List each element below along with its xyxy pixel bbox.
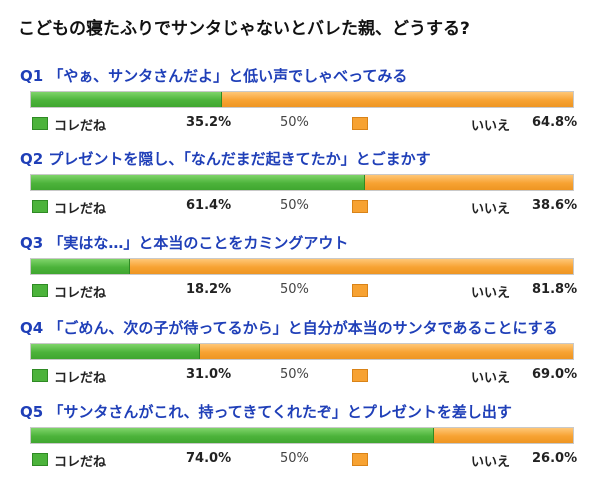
question-block: Q5 「サンタさんがこれ、持ってきてくれたぞ」とプレゼントを差し出すコレだね 74… <box>0 401 600 485</box>
yes-label: コレだね <box>54 286 107 301</box>
no-percentage: 38.6% <box>532 198 578 213</box>
midpoint-label: 50% <box>280 198 309 213</box>
question-label: Q5 「サンタさんがこれ、持ってきてくれたぞ」とプレゼントを差し出す <box>20 403 512 421</box>
yes-percentage: 61.4% <box>186 198 232 213</box>
no-label: いいえ <box>471 119 511 134</box>
no-percentage: 81.8% <box>532 282 578 297</box>
yes-label: コレだね <box>54 119 107 134</box>
midpoint-label: 50% <box>280 115 309 130</box>
question-label: Q1 「やぁ、サンタさんだよ」と低い声でしゃべってみる <box>20 67 408 85</box>
question-label: Q4 「ごめん、次の子が待ってるから」と自分が本当のサンタであることにする <box>20 319 558 337</box>
bar-segment-yes <box>31 175 365 190</box>
legend-row: コレだね 61.4% 50% いいえ 38.6% <box>0 197 600 219</box>
yes-swatch <box>32 117 48 130</box>
yes-swatch <box>32 284 48 297</box>
bar-segment-yes <box>31 92 222 107</box>
no-swatch <box>352 453 368 466</box>
yes-swatch <box>32 200 48 213</box>
question-block: Q1 「やぁ、サンタさんだよ」と低い声でしゃべってみるコレだね 35.2% 50% い… <box>0 65 600 149</box>
bar-segment-yes <box>31 344 200 359</box>
yes-percentage: 31.0% <box>186 367 232 382</box>
no-swatch <box>352 284 368 297</box>
yes-label: コレだね <box>54 455 107 470</box>
yes-percentage: 74.0% <box>186 451 232 466</box>
stacked-bar <box>30 427 574 444</box>
midpoint-label: 50% <box>280 451 309 466</box>
no-swatch <box>352 200 368 213</box>
legend-row: コレだね 74.0% 50% いいえ 26.0% <box>0 450 600 472</box>
yes-swatch <box>32 453 48 466</box>
question-block: Q4 「ごめん、次の子が待ってるから」と自分が本当のサンタであることにするコレだ… <box>0 317 600 401</box>
legend-row: コレだね 31.0% 50% いいえ 69.0% <box>0 366 600 388</box>
yes-label: コレだね <box>54 202 107 217</box>
stacked-bar <box>30 343 574 360</box>
yes-percentage: 18.2% <box>186 282 232 297</box>
legend-row: コレだね 18.2% 50% いいえ 81.8% <box>0 281 600 303</box>
no-label: いいえ <box>471 455 511 470</box>
question-label: Q3 「実はな…」と本当のことをカミングアウト <box>20 234 349 252</box>
no-label: いいえ <box>471 371 511 386</box>
bar-segment-yes <box>31 259 130 274</box>
question-block: Q3 「実はな…」と本当のことをカミングアウトコレだね 18.2% 50% いいえ 81… <box>0 232 600 316</box>
chart-title: こどもの寝たふりでサンタじゃないとバレた親、どうする? <box>18 19 470 39</box>
stacked-bar <box>30 258 574 275</box>
yes-swatch <box>32 369 48 382</box>
bar-segment-no <box>365 175 573 190</box>
yes-percentage: 35.2% <box>186 115 232 130</box>
bar-segment-no <box>130 259 573 274</box>
bar-segment-no <box>200 344 573 359</box>
no-percentage: 26.0% <box>532 451 578 466</box>
midpoint-label: 50% <box>280 282 309 297</box>
stacked-bar <box>30 174 574 191</box>
question-block: Q2 プレゼントを隠し、「なんだまだ起きてたか」とごまかすコレだね 61.4% 50… <box>0 148 600 232</box>
bar-segment-no <box>222 92 573 107</box>
question-label: Q2 プレゼントを隠し、「なんだまだ起きてたか」とごまかす <box>20 150 431 168</box>
midpoint-label: 50% <box>280 367 309 382</box>
no-swatch <box>352 369 368 382</box>
no-swatch <box>352 117 368 130</box>
no-percentage: 64.8% <box>532 115 578 130</box>
bar-segment-no <box>434 428 573 443</box>
yes-label: コレだね <box>54 371 107 386</box>
no-label: いいえ <box>471 202 511 217</box>
stacked-bar <box>30 91 574 108</box>
no-label: いいえ <box>471 286 511 301</box>
legend-row: コレだね 35.2% 50% いいえ 64.8% <box>0 114 600 136</box>
no-percentage: 69.0% <box>532 367 578 382</box>
bar-segment-yes <box>31 428 434 443</box>
